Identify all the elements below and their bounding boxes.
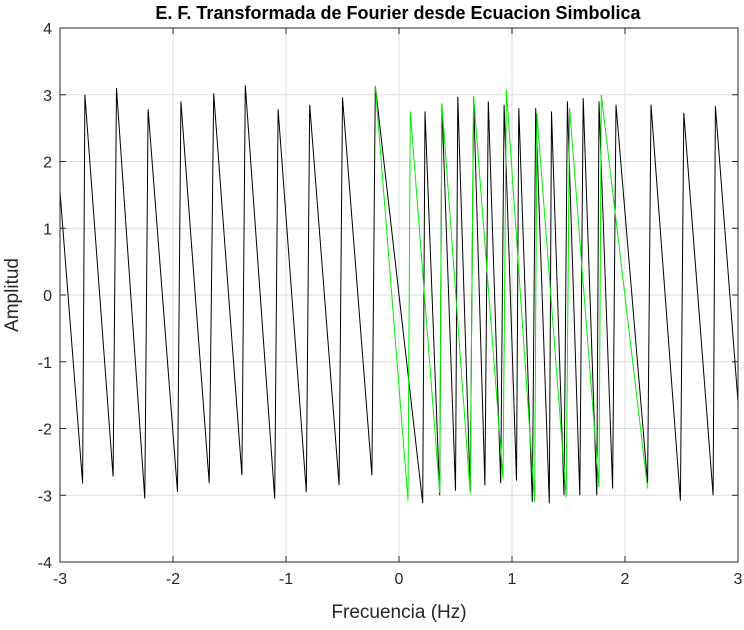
x-tick-label: -2 [166, 571, 180, 588]
series-layer [59, 85, 739, 504]
y-tick-label: 0 [43, 288, 52, 305]
x-tick-label: 2 [621, 571, 630, 588]
x-tick-label: -3 [53, 571, 67, 588]
y-tick-label: 4 [43, 21, 52, 38]
y-tick-label: 3 [43, 88, 52, 105]
x-tick-label: 0 [395, 571, 404, 588]
y-tick-label: -3 [38, 488, 52, 505]
series-line-2 [374, 86, 649, 502]
chart-title: E. F. Transformada de Fourier desde Ecua… [155, 3, 641, 23]
y-axis-label: Amplitud [2, 258, 23, 332]
x-tick-label: 3 [734, 571, 743, 588]
x-axis-label: Frecuencia (Hz) [331, 602, 466, 623]
y-tick-label: -1 [38, 355, 52, 372]
y-tick-label: -4 [38, 555, 52, 572]
x-tick-label: -1 [279, 571, 293, 588]
y-tick-label: 2 [43, 155, 52, 172]
y-tick-label: 1 [43, 221, 52, 238]
y-tick-label: -2 [38, 422, 52, 439]
x-tick-label: 1 [508, 571, 517, 588]
